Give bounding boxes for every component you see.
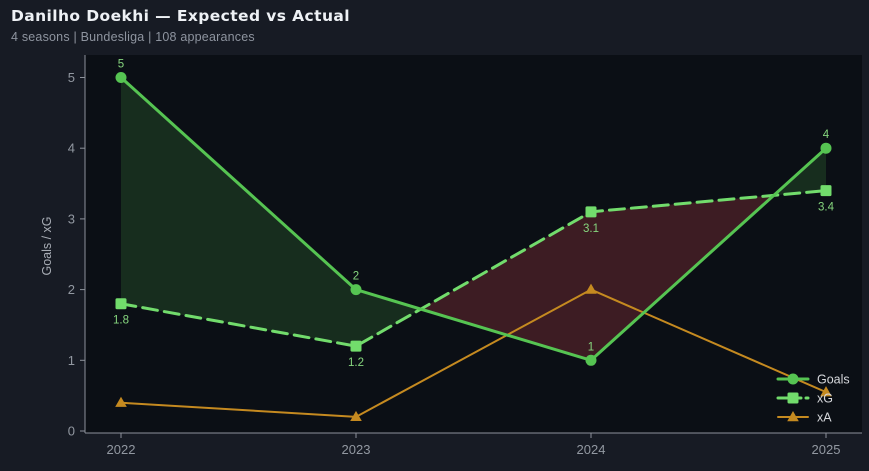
point-label-xg: 1.8 xyxy=(113,315,129,327)
y-tick-label: 4 xyxy=(68,141,75,156)
point-label-goals: 4 xyxy=(823,129,830,141)
x-tick-label: 2023 xyxy=(342,442,371,457)
point-label-goals: 2 xyxy=(353,271,359,283)
marker-triangle-xa xyxy=(115,396,127,407)
chart-subtitle: 4 seasons | Bundesliga | 108 appearances xyxy=(11,30,255,44)
fill-goals-over-xg xyxy=(356,289,421,347)
marker-square-xg xyxy=(585,206,597,218)
point-label-xg: 1.2 xyxy=(348,357,364,369)
point-label-goals: 1 xyxy=(588,341,594,353)
series-line-xa xyxy=(120,288,827,418)
chart-header: Danilho Doekhi — Expected vs Actual 4 se… xyxy=(11,7,350,44)
x-tick-label: 2025 xyxy=(812,442,841,457)
chart-title: Danilho Doekhi — Expected vs Actual xyxy=(11,7,350,25)
legend-marker-square xyxy=(787,392,799,404)
legend-marker-triangle xyxy=(787,411,799,422)
x-tick-label: 2024 xyxy=(577,442,606,457)
marker-square-xg xyxy=(350,340,362,352)
point-label-goals: 5 xyxy=(118,59,124,71)
y-tick-label: 2 xyxy=(68,282,75,297)
series-line-goals xyxy=(119,76,828,362)
marker-circle-goals xyxy=(350,284,362,296)
y-tick-label: 3 xyxy=(68,211,75,226)
marker-circle-goals xyxy=(115,72,127,83)
y-tick-label: 5 xyxy=(68,70,75,85)
marker-square-xg xyxy=(820,185,832,197)
legend-label-xg: xG xyxy=(817,392,833,406)
plot-background xyxy=(85,55,862,433)
y-tick-label: 0 xyxy=(68,424,75,439)
marker-triangle-xa xyxy=(350,410,362,422)
marker-triangle-xa xyxy=(820,386,832,397)
marker-square-xg xyxy=(115,298,127,310)
marker-circle-goals xyxy=(820,142,832,154)
point-label-xg: 3.1 xyxy=(583,223,599,235)
fill-goals-over-xg xyxy=(121,77,356,347)
legend-label-goals: Goals xyxy=(817,373,850,387)
y-tick-label: 1 xyxy=(68,353,75,368)
y-axis-title: Goals / xG xyxy=(40,216,54,275)
point-label-xg: 3.4 xyxy=(818,202,835,214)
legend-marker-circle xyxy=(787,373,799,385)
legend-label-xa: xA xyxy=(817,411,832,425)
marker-triangle-xa xyxy=(585,283,597,294)
x-tick-label: 2022 xyxy=(107,442,136,457)
series-line-xg xyxy=(119,189,828,348)
marker-circle-goals xyxy=(585,354,597,366)
fill-xg-over-goals xyxy=(420,211,591,361)
